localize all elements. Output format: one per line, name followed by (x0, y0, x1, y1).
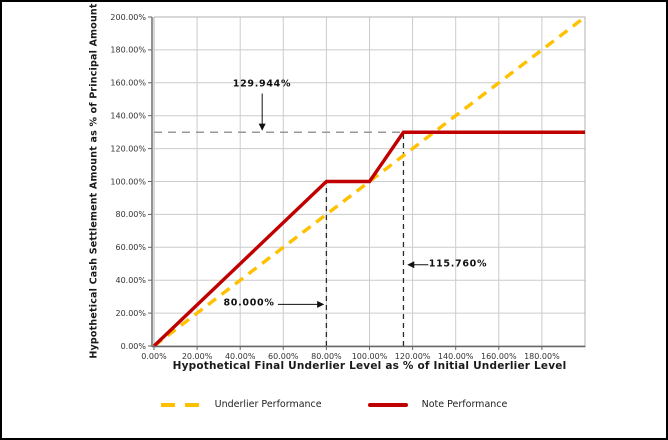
legend-entry-underlier: Underlier Performance (160, 399, 322, 410)
svg-text:120.00%: 120.00% (110, 144, 146, 153)
y-axis-title: Hypothetical Cash Settlement Amount as %… (88, 3, 100, 359)
svg-text:120.00%: 120.00% (395, 352, 431, 361)
svg-text:160.00%: 160.00% (481, 352, 517, 361)
svg-text:0.00%: 0.00% (141, 352, 167, 361)
reference-lines (154, 131, 405, 346)
legend-label-note: Note Performance (421, 399, 508, 410)
annotation-buffer-level: 80.000% (223, 297, 275, 309)
svg-text:40.00%: 40.00% (115, 276, 146, 285)
annotation-arrows (258, 93, 429, 308)
series-underlier-performance (152, 15, 587, 348)
svg-text:20.00%: 20.00% (115, 309, 146, 318)
svg-text:180.00%: 180.00% (524, 352, 560, 361)
svg-text:20.00%: 20.00% (182, 352, 213, 361)
legend-entry-note: Note Performance (367, 399, 508, 410)
x-axis-title: Hypothetical Final Underlier Level as % … (172, 360, 567, 372)
svg-text:140.00%: 140.00% (438, 352, 474, 361)
svg-text:40.00%: 40.00% (225, 352, 256, 361)
svg-text:140.00%: 140.00% (110, 112, 146, 121)
tick-labels: 0.00% 20.00% 40.00% 60.00% 80.00% 100.00% 120.… (110, 13, 560, 361)
svg-text:160.00%: 160.00% (110, 79, 146, 88)
svg-text:60.00%: 60.00% (268, 352, 299, 361)
underlier-line-swatch-icon (160, 402, 201, 407)
svg-text:80.00%: 80.00% (311, 352, 342, 361)
svg-text:80.00%: 80.00% (115, 210, 146, 219)
svg-text:60.00%: 60.00% (115, 243, 146, 252)
svg-text:100.00%: 100.00% (352, 352, 388, 361)
legend-label-underlier: Underlier Performance (214, 399, 322, 410)
note-line-swatch-icon (367, 402, 408, 407)
svg-text:200.00%: 200.00% (110, 13, 146, 22)
legend: Underlier Performance Note Performance (2, 399, 666, 410)
series-note-performance (152, 130, 585, 348)
svg-text:100.00%: 100.00% (110, 177, 146, 186)
annotation-cap-return: 129.944% (232, 78, 292, 90)
svg-text:0.00%: 0.00% (121, 342, 147, 351)
annotation-cap-threshold: 115.760% (428, 258, 488, 270)
series-lines (152, 15, 587, 348)
svg-text:180.00%: 180.00% (110, 46, 146, 55)
